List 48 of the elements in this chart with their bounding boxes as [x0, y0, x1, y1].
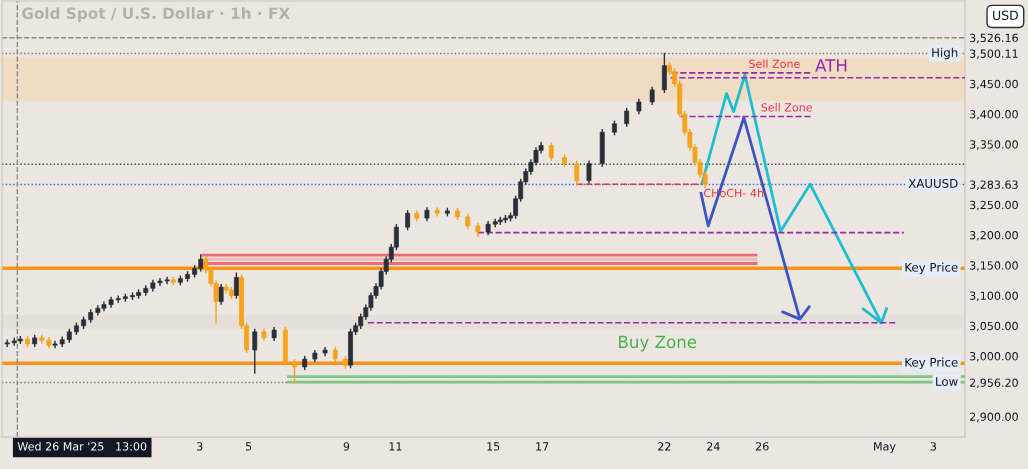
x-tick-label: 17 [536, 442, 549, 451]
y-tick-label: 3,283.63 [970, 180, 1018, 190]
annotation: Buy Zone [619, 335, 697, 352]
y-tick-label: 3,200.00 [970, 231, 1018, 241]
candlestick [405, 210, 411, 231]
y-tick-label: 3,500.11 [970, 49, 1018, 60]
x-tick-label: 15 [487, 442, 500, 451]
x-tick-label: Wed 26 Mar '25 13:00 [17, 441, 147, 451]
y-tick-label: 2,900.00 [969, 412, 1018, 423]
x-tick-label: May [874, 442, 896, 453]
x-tick-label: 3 [197, 442, 203, 451]
candlestick [434, 207, 440, 217]
line-series [699, 116, 811, 321]
x-tick-label: 26 [755, 442, 769, 451]
candlestick [233, 272, 239, 299]
x-tick-label: 3 [930, 442, 937, 451]
y-tick-label: 2,956.20 [969, 378, 1018, 389]
ref-line-label: Key Price [905, 357, 958, 370]
text: USD [993, 10, 1018, 21]
ref-line-label: High [932, 47, 958, 60]
x-tick-label: 22 [658, 442, 671, 451]
y-tick-label: 3,350.00 [970, 140, 1018, 150]
x-tick-label: 24 [707, 442, 720, 451]
annotation: Sell Zone [761, 102, 813, 112]
y-tick-label: 3,150.00 [970, 261, 1018, 271]
ref-line-label: XAUUSD [908, 178, 958, 188]
line-series [700, 73, 888, 325]
candlestick [586, 160, 592, 184]
y-tick-label: 3,450.00 [970, 79, 1018, 90]
x-tick-label: 9 [343, 442, 350, 451]
y-tick-label: 3,000.00 [970, 352, 1018, 362]
y-tick-label: 3,050.00 [970, 321, 1018, 332]
annotation: Sell Zone [749, 59, 800, 68]
y-tick-label: 3,100.00 [970, 291, 1018, 302]
chart-title: Gold Spot / U.S. Dollar · 1h · FX [22, 7, 290, 22]
x-tick-label: 5 [245, 442, 252, 451]
candlestick [292, 358, 297, 384]
ref-line-label: Key Price [905, 262, 958, 275]
candlestick [4, 339, 10, 348]
x-tick-label: 11 [389, 442, 402, 451]
y-tick-label: 3,526.16 [970, 33, 1018, 44]
annotation: ATH [815, 59, 847, 72]
candlestick [574, 160, 580, 186]
candlestick [218, 283, 224, 305]
ref-line-label: Low [936, 377, 958, 386]
candlestick [252, 328, 258, 374]
y-tick-label: 3,250.00 [970, 200, 1018, 211]
y-tick-label: 3,400.00 [970, 110, 1018, 120]
